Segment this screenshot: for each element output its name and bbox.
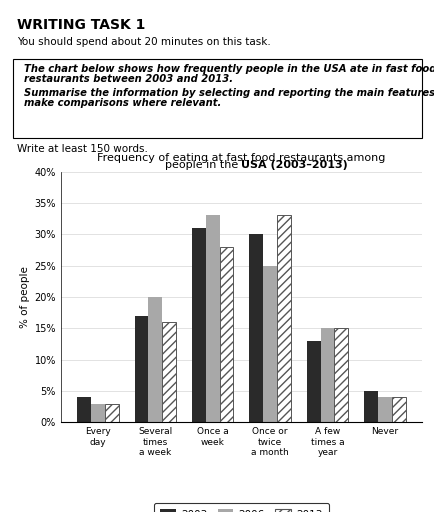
Text: WRITING TASK 1: WRITING TASK 1 bbox=[17, 18, 145, 32]
Bar bbox=[91, 403, 105, 422]
Text: USA (2003–2013): USA (2003–2013) bbox=[241, 160, 347, 170]
Text: people in the: people in the bbox=[164, 160, 241, 170]
Bar bbox=[249, 234, 263, 422]
Bar bbox=[363, 391, 377, 422]
Text: make comparisons where relevant.: make comparisons where relevant. bbox=[24, 98, 220, 108]
Bar bbox=[105, 403, 118, 422]
Text: Summarise the information by selecting and reporting the main features, and: Summarise the information by selecting a… bbox=[24, 88, 434, 98]
Y-axis label: % of people: % of people bbox=[20, 266, 30, 328]
Bar bbox=[334, 328, 347, 422]
Bar bbox=[306, 341, 320, 422]
Title: Frequency of eating at fast food restaurants among
people in the USA (2003–2013): Frequency of eating at fast food restaur… bbox=[0, 511, 1, 512]
Bar bbox=[205, 216, 219, 422]
Text: You should spend about 20 minutes on this task.: You should spend about 20 minutes on thi… bbox=[17, 37, 270, 47]
Bar bbox=[377, 397, 391, 422]
Bar bbox=[192, 228, 205, 422]
Bar bbox=[391, 397, 404, 422]
Bar bbox=[135, 316, 148, 422]
Bar bbox=[219, 247, 233, 422]
Bar bbox=[320, 328, 334, 422]
Bar bbox=[162, 322, 176, 422]
Bar bbox=[276, 216, 290, 422]
Legend: 2003, 2006, 2013: 2003, 2006, 2013 bbox=[154, 503, 328, 512]
Text: Frequency of eating at fast food restaurants among: Frequency of eating at fast food restaur… bbox=[97, 153, 385, 163]
Text: Write at least 150 words.: Write at least 150 words. bbox=[17, 144, 148, 155]
Text: restaurants between 2003 and 2013.: restaurants between 2003 and 2013. bbox=[24, 74, 232, 84]
Bar bbox=[148, 297, 162, 422]
Text: The chart below shows how frequently people in the USA ate in fast food: The chart below shows how frequently peo… bbox=[24, 64, 434, 74]
Bar bbox=[77, 397, 91, 422]
Bar bbox=[263, 266, 276, 422]
